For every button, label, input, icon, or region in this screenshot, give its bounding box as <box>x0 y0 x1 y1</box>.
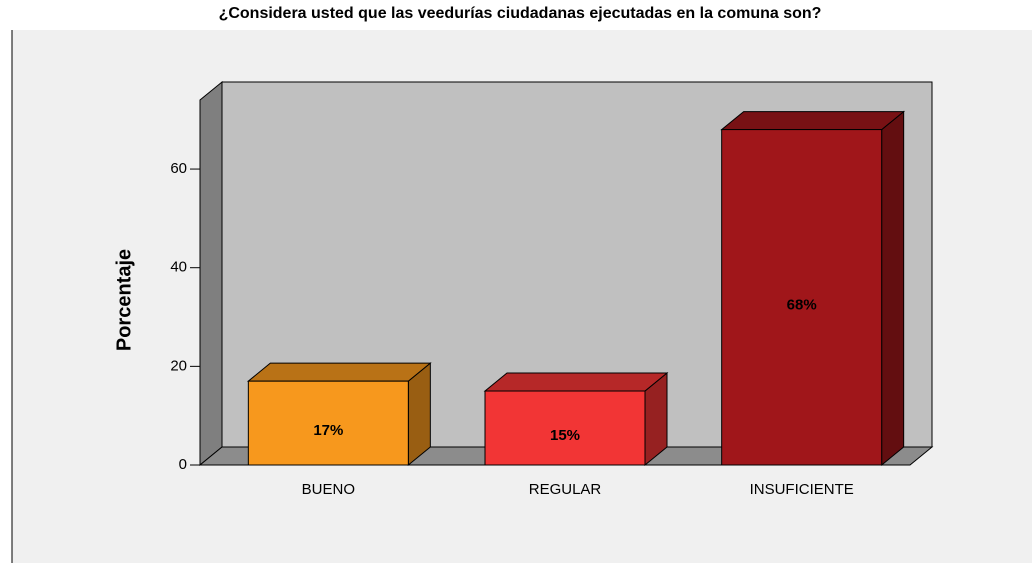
y-tick-label: 40 <box>170 259 187 276</box>
y-tick-label: 0 <box>179 456 187 473</box>
bar-side <box>881 110 905 467</box>
x-tick-label: REGULAR <box>529 481 602 498</box>
bar <box>484 390 646 466</box>
x-tick-label: INSUFICIENTE <box>750 481 854 498</box>
bar-top <box>720 111 906 131</box>
y-axis-label: Porcentaje <box>113 249 135 351</box>
x-tick-label: BUENO <box>302 481 355 498</box>
y-tick-label: 20 <box>170 357 187 374</box>
value-label: 68% <box>787 296 817 313</box>
bar <box>721 129 883 466</box>
chart-title: ¿Considera usted que las veedurías ciuda… <box>219 5 822 22</box>
value-label: 17% <box>313 422 343 439</box>
bar <box>247 380 409 466</box>
side-wall <box>199 80 223 467</box>
bar-top <box>483 372 669 392</box>
bar-top <box>246 362 432 382</box>
y-tick-label: 60 <box>170 160 187 177</box>
value-label: 15% <box>550 427 580 444</box>
